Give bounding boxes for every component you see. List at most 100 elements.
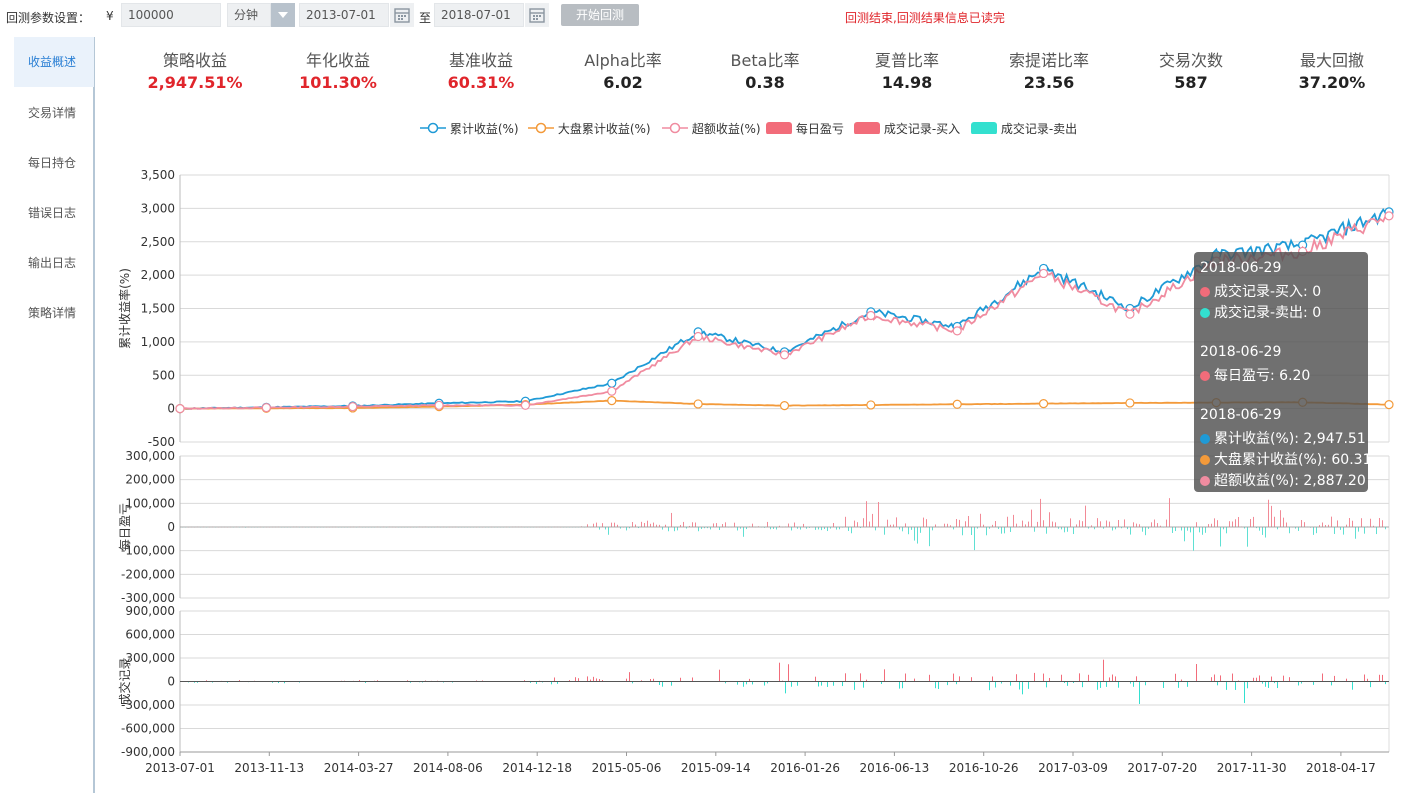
daily-pnl-bar	[1250, 519, 1251, 527]
daily-pnl-bar	[1301, 519, 1302, 527]
trade-buy-bar	[524, 680, 525, 682]
daily-pnl-bar	[1367, 526, 1368, 527]
daily-pnl-bar	[194, 526, 195, 528]
daily-pnl-bar	[605, 527, 606, 530]
data-point	[520, 400, 531, 410]
trade-buy-bar	[1181, 679, 1182, 682]
daily-pnl-bar	[860, 527, 861, 529]
trade-sell-bar	[530, 681, 531, 683]
daily-pnl-bar	[1070, 518, 1071, 527]
trade-buy-bar	[314, 681, 315, 682]
dot-icon	[1200, 287, 1210, 297]
trade-sell-bar	[1187, 681, 1188, 687]
daily-pnl-bar	[710, 527, 711, 530]
daily-pnl-bar	[569, 527, 570, 528]
data-point	[779, 350, 790, 360]
daily-pnl-bar	[1118, 520, 1119, 527]
trade-sell-bar	[1118, 681, 1119, 688]
daily-pnl-bar	[1025, 524, 1026, 527]
data-point	[952, 399, 962, 409]
daily-pnl-bar	[323, 527, 324, 528]
data-point	[1125, 309, 1135, 319]
daily-pnl-bar	[563, 527, 564, 528]
calendar-icon[interactable]	[525, 3, 549, 27]
legend-label: 成交记录-买入	[883, 122, 961, 136]
daily-pnl-bar	[590, 527, 591, 528]
daily-pnl-bar	[506, 526, 507, 528]
sidebar-item-strategy-details[interactable]: 策略详情	[28, 306, 77, 320]
tooltip-row-label: 累计收益(%): 2,947.51	[1214, 431, 1366, 447]
daily-pnl-bar	[959, 519, 960, 527]
daily-pnl-bar	[491, 526, 492, 528]
trade-buy-bar	[929, 674, 930, 682]
sidebar-item-overview[interactable]: 收益概述	[14, 37, 94, 87]
x-tick-label: 2014-03-27	[324, 761, 394, 775]
trade-sell-bar	[1178, 681, 1179, 688]
trade-buy-bar	[1256, 677, 1257, 682]
daily-pnl-bar	[434, 527, 435, 528]
trade-buy-bar	[1112, 674, 1113, 682]
y-axis-label: 成交记录	[117, 657, 132, 705]
trade-buy-bar	[1175, 673, 1176, 682]
daily-pnl-bar	[1247, 527, 1248, 547]
legend-item-trade-sell[interactable]: 成交记录-卖出	[971, 120, 1077, 137]
daily-pnl-bar	[878, 502, 879, 527]
trade-sell-bar	[1298, 681, 1299, 686]
daily-pnl-bar	[257, 527, 258, 528]
y-tick-label: 2,500	[141, 235, 175, 249]
trade-buy-bar	[629, 672, 630, 682]
trade-sell-bar	[1139, 681, 1140, 704]
daily-pnl-bar	[1175, 527, 1176, 532]
data-point	[1125, 398, 1135, 408]
trade-sell-bar	[1130, 681, 1131, 684]
data-point	[1038, 399, 1049, 409]
trade-sell-bar	[1001, 681, 1002, 684]
daily-pnl-bar	[761, 527, 762, 528]
sidebar-item-daily-holdings[interactable]: 每日持仓	[28, 156, 77, 170]
daily-pnl-bar	[1286, 522, 1287, 527]
start-backtest-button[interactable]: 开始回测	[561, 4, 639, 26]
trade-sell-bar	[662, 681, 663, 687]
trade-buy-bar	[1367, 678, 1368, 682]
daily-pnl-bar	[917, 527, 918, 544]
daily-pnl-bar	[983, 524, 984, 527]
trade-sell-bar	[854, 681, 855, 690]
legend-item-benchmark-return[interactable]: 大盘累计收益(%)	[528, 120, 651, 137]
trade-buy-bar	[482, 680, 483, 682]
daily-pnl-bar	[680, 524, 681, 527]
frequency-select[interactable]: 分钟	[227, 3, 271, 27]
daily-pnl-bar	[734, 522, 735, 527]
data-point	[693, 331, 703, 342]
legend-item-excess-return[interactable]: 超额收益(%)	[662, 120, 761, 137]
daily-pnl-bar	[1232, 521, 1233, 527]
calendar-icon[interactable]	[390, 3, 414, 27]
capital-input[interactable]: 100000	[121, 3, 221, 27]
trade-sell-bar	[989, 681, 990, 691]
data-point	[520, 400, 531, 410]
start-date-input[interactable]: 2013-07-01	[299, 3, 389, 27]
daily-pnl-bar	[749, 526, 750, 527]
daily-pnl-bar	[656, 524, 657, 527]
data-point	[779, 347, 790, 357]
trade-sell-bar	[785, 681, 786, 694]
chevron-down-icon[interactable]	[271, 3, 295, 27]
sidebar-item-output-log[interactable]: 输出日志	[28, 256, 77, 270]
daily-pnl-bar	[479, 527, 480, 528]
daily-pnl-bar	[1313, 527, 1314, 535]
end-date-input[interactable]: 2018-07-01	[434, 3, 524, 27]
daily-pnl-bar	[830, 527, 831, 529]
trade-buy-bar	[1232, 673, 1233, 682]
trade-buy-bar	[626, 678, 627, 682]
legend-item-cumulative-return[interactable]: 累计收益(%)	[420, 120, 519, 137]
legend-label: 每日盈亏	[795, 122, 844, 136]
sidebar-item-error-log[interactable]: 错误日志	[28, 206, 77, 220]
daily-pnl-bar	[962, 527, 963, 536]
legend-item-trade-buy[interactable]: 成交记录-买入	[854, 120, 960, 137]
legend-item-daily-pnl[interactable]: 每日盈亏	[766, 120, 844, 137]
trade-buy-bar	[590, 679, 591, 682]
daily-pnl-bar	[788, 523, 789, 527]
daily-pnl-bar	[410, 526, 411, 528]
daily-pnl-bar	[1157, 523, 1158, 527]
daily-pnl-bar	[266, 526, 267, 528]
sidebar-item-trade-details[interactable]: 交易详情	[28, 106, 77, 120]
